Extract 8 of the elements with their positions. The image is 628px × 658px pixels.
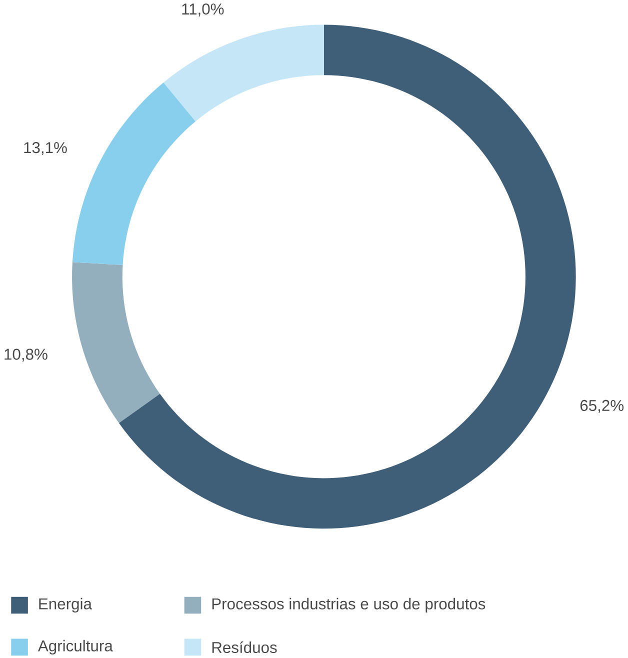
legend-label: Energia	[39, 598, 92, 613]
data-label: 13,1%	[24, 142, 68, 155]
data-label: 11,0%	[182, 3, 224, 16]
legend-label: Processos industrias e uso de produtos	[212, 598, 486, 613]
legend-label: Agricultura	[38, 640, 114, 655]
legend-label: Resíduos	[212, 641, 277, 654]
data-label: 10,8%	[4, 348, 48, 362]
data-label: 65,2%	[580, 400, 624, 413]
